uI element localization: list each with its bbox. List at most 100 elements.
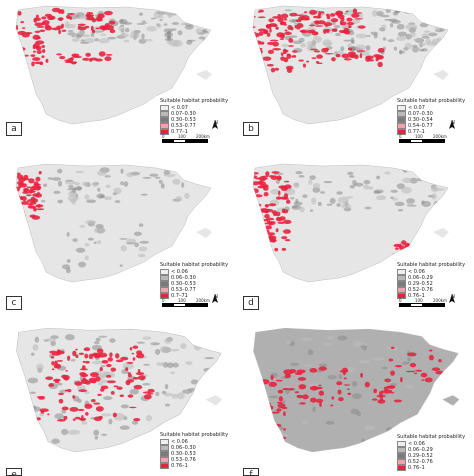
- legend-class-label: < 0.06: [408, 269, 425, 275]
- legend-class-label: < 0.06: [171, 269, 188, 275]
- legend-f: Suitable habitat probability < 0.06 0.06…: [397, 434, 465, 471]
- north-arrow-icon: N: [449, 120, 457, 129]
- scale-label: 0: [399, 298, 402, 303]
- scale-label: 200km: [433, 134, 447, 139]
- legend-row: 0.06–0.30: [160, 445, 228, 451]
- map-panel-f: f Suitable habitat probability < 0.06 0.…: [237, 316, 474, 476]
- legend-class-label: 0.30–0.53: [171, 281, 196, 287]
- legend-row: 0.7–71: [160, 293, 228, 299]
- iberia-map-c: [15, 163, 212, 283]
- legend-row: 0.54–0.77: [397, 123, 465, 129]
- legend-class-label: 0.53–0.76: [171, 457, 196, 463]
- legend-row: 0.52–0.76: [397, 287, 465, 293]
- map-panel-a: a Suitable habitat probability < 0.07 0.…: [0, 0, 237, 158]
- legend-row: 0.76–1: [397, 293, 465, 299]
- legend-class-label: 0.06–0.30: [171, 275, 196, 281]
- legend-row: 0.07–0.30: [160, 111, 228, 117]
- scale-label: 200km: [196, 134, 210, 139]
- legend-class-label: 0.54–0.77: [408, 123, 433, 129]
- legend-row: 0.53–0.77: [160, 287, 228, 293]
- legend-title: Suitable habitat probability: [397, 434, 466, 440]
- iberia-map-e: [16, 327, 223, 453]
- legend-row: 0.06–0.29: [397, 275, 465, 281]
- map-panel-e: e Suitable habitat probability < 0.06 0.…: [0, 316, 237, 476]
- legend-row: 0.06–0.30: [160, 275, 228, 281]
- legend-row: 0.76–1: [397, 465, 465, 471]
- iberia-map-f: [253, 327, 460, 453]
- iberia-map-d: [252, 163, 449, 283]
- scale-label: 100: [178, 298, 186, 303]
- legend-row: < 0.07: [397, 105, 465, 111]
- legend-title: Suitable habitat probability: [160, 98, 229, 104]
- legend-a: Suitable habitat probability < 0.07 0.07…: [160, 98, 228, 135]
- legend-class-label: 0.06–0.29: [408, 275, 433, 281]
- scale-bar: 0 100 200km: [399, 298, 447, 307]
- scale-label: 0: [399, 134, 402, 139]
- legend-title: Suitable habitat probability: [160, 432, 229, 438]
- legend-class-label: 0.76–1: [408, 465, 425, 471]
- legend-row: 0.53–0.77: [160, 123, 228, 129]
- legend-class-label: 0.7–71: [171, 293, 188, 299]
- legend-title: Suitable habitat probability: [397, 262, 466, 268]
- legend-c: Suitable habitat probability < 0.06 0.06…: [160, 262, 228, 299]
- legend-class-label: < 0.06: [408, 441, 425, 447]
- legend-class-label: 0.07–0.30: [171, 111, 196, 117]
- scale-label: 100: [415, 134, 423, 139]
- legend-row: 0.07–0.30: [397, 111, 465, 117]
- iberia-map-b: [252, 5, 449, 125]
- legend-class-label: 0.29–0.52: [408, 453, 433, 459]
- panel-label-e: e: [6, 468, 22, 476]
- legend-class-label: 0.52–0.76: [408, 459, 433, 465]
- legend-class-label: < 0.06: [171, 439, 188, 445]
- legend-class-label: 0.30–0.54: [408, 117, 433, 123]
- legend-row: 0.06–0.29: [397, 447, 465, 453]
- map-panel-d: d Suitable habitat probability < 0.06 0.…: [237, 158, 474, 316]
- legend-class-label: < 0.07: [171, 105, 188, 111]
- legend-class-label: 0.29–0.52: [408, 281, 433, 287]
- legend-row: < 0.06: [160, 269, 228, 275]
- legend-d: Suitable habitat probability < 0.06 0.06…: [397, 262, 465, 299]
- scale-label: 200km: [196, 298, 210, 303]
- legend-row: 0.29–0.52: [397, 453, 465, 459]
- legend-title: Suitable habitat probability: [397, 98, 466, 104]
- legend-row: 0.29–0.52: [397, 281, 465, 287]
- legend-e: Suitable habitat probability < 0.06 0.06…: [160, 432, 228, 469]
- legend-row: 0.52–0.76: [397, 459, 465, 465]
- scale-label: 100: [178, 134, 186, 139]
- legend-row: 0.30–0.54: [397, 117, 465, 123]
- legend-class-label: 0.30–0.53: [171, 451, 196, 457]
- legend-class-label: 0.53–0.77: [171, 287, 196, 293]
- legend-row: < 0.06: [160, 439, 228, 445]
- legend-row: 0.30–0.53: [160, 117, 228, 123]
- scale-label: 200km: [433, 298, 447, 303]
- legend-class-label: 0.52–0.76: [408, 287, 433, 293]
- scale-label: 0: [162, 298, 165, 303]
- legend-row: 0.53–0.76: [160, 457, 228, 463]
- panel-label-c: c: [6, 296, 22, 310]
- legend-class-label: 0.06–0.30: [171, 445, 196, 451]
- legend-row: 0.30–0.53: [160, 451, 228, 457]
- map-panel-b: b Suitable habitat probability < 0.07 0.…: [237, 0, 474, 158]
- scale-bar: 0 100 200km: [399, 134, 447, 143]
- north-arrow-icon: N: [212, 120, 220, 129]
- legend-class-label: < 0.07: [408, 105, 425, 111]
- legend-row: 0.77–1: [397, 129, 465, 135]
- legend-class-label: 0.76–1: [408, 293, 425, 299]
- legend-class-label: 0.06–0.29: [408, 447, 433, 453]
- panel-label-a: a: [6, 122, 22, 136]
- legend-title: Suitable habitat probability: [160, 262, 229, 268]
- scale-bar: 0 100 200km: [162, 298, 210, 307]
- legend-row: 0.30–0.53: [160, 281, 228, 287]
- scale-label: 0: [162, 134, 165, 139]
- iberia-map-a: [15, 5, 212, 125]
- legend-class-label: 0.30–0.53: [171, 117, 196, 123]
- legend-row: < 0.06: [397, 441, 465, 447]
- north-arrow-icon: N: [449, 294, 457, 303]
- panel-label-d: d: [243, 296, 259, 310]
- map-panel-c: c Suitable habitat probability < 0.06 0.…: [0, 158, 237, 316]
- panel-label-b: b: [243, 122, 259, 136]
- panel-label-f: f: [243, 468, 259, 476]
- legend-row: < 0.06: [397, 269, 465, 275]
- scale-label: 100: [415, 298, 423, 303]
- legend-class-label: 0.53–0.77: [171, 123, 196, 129]
